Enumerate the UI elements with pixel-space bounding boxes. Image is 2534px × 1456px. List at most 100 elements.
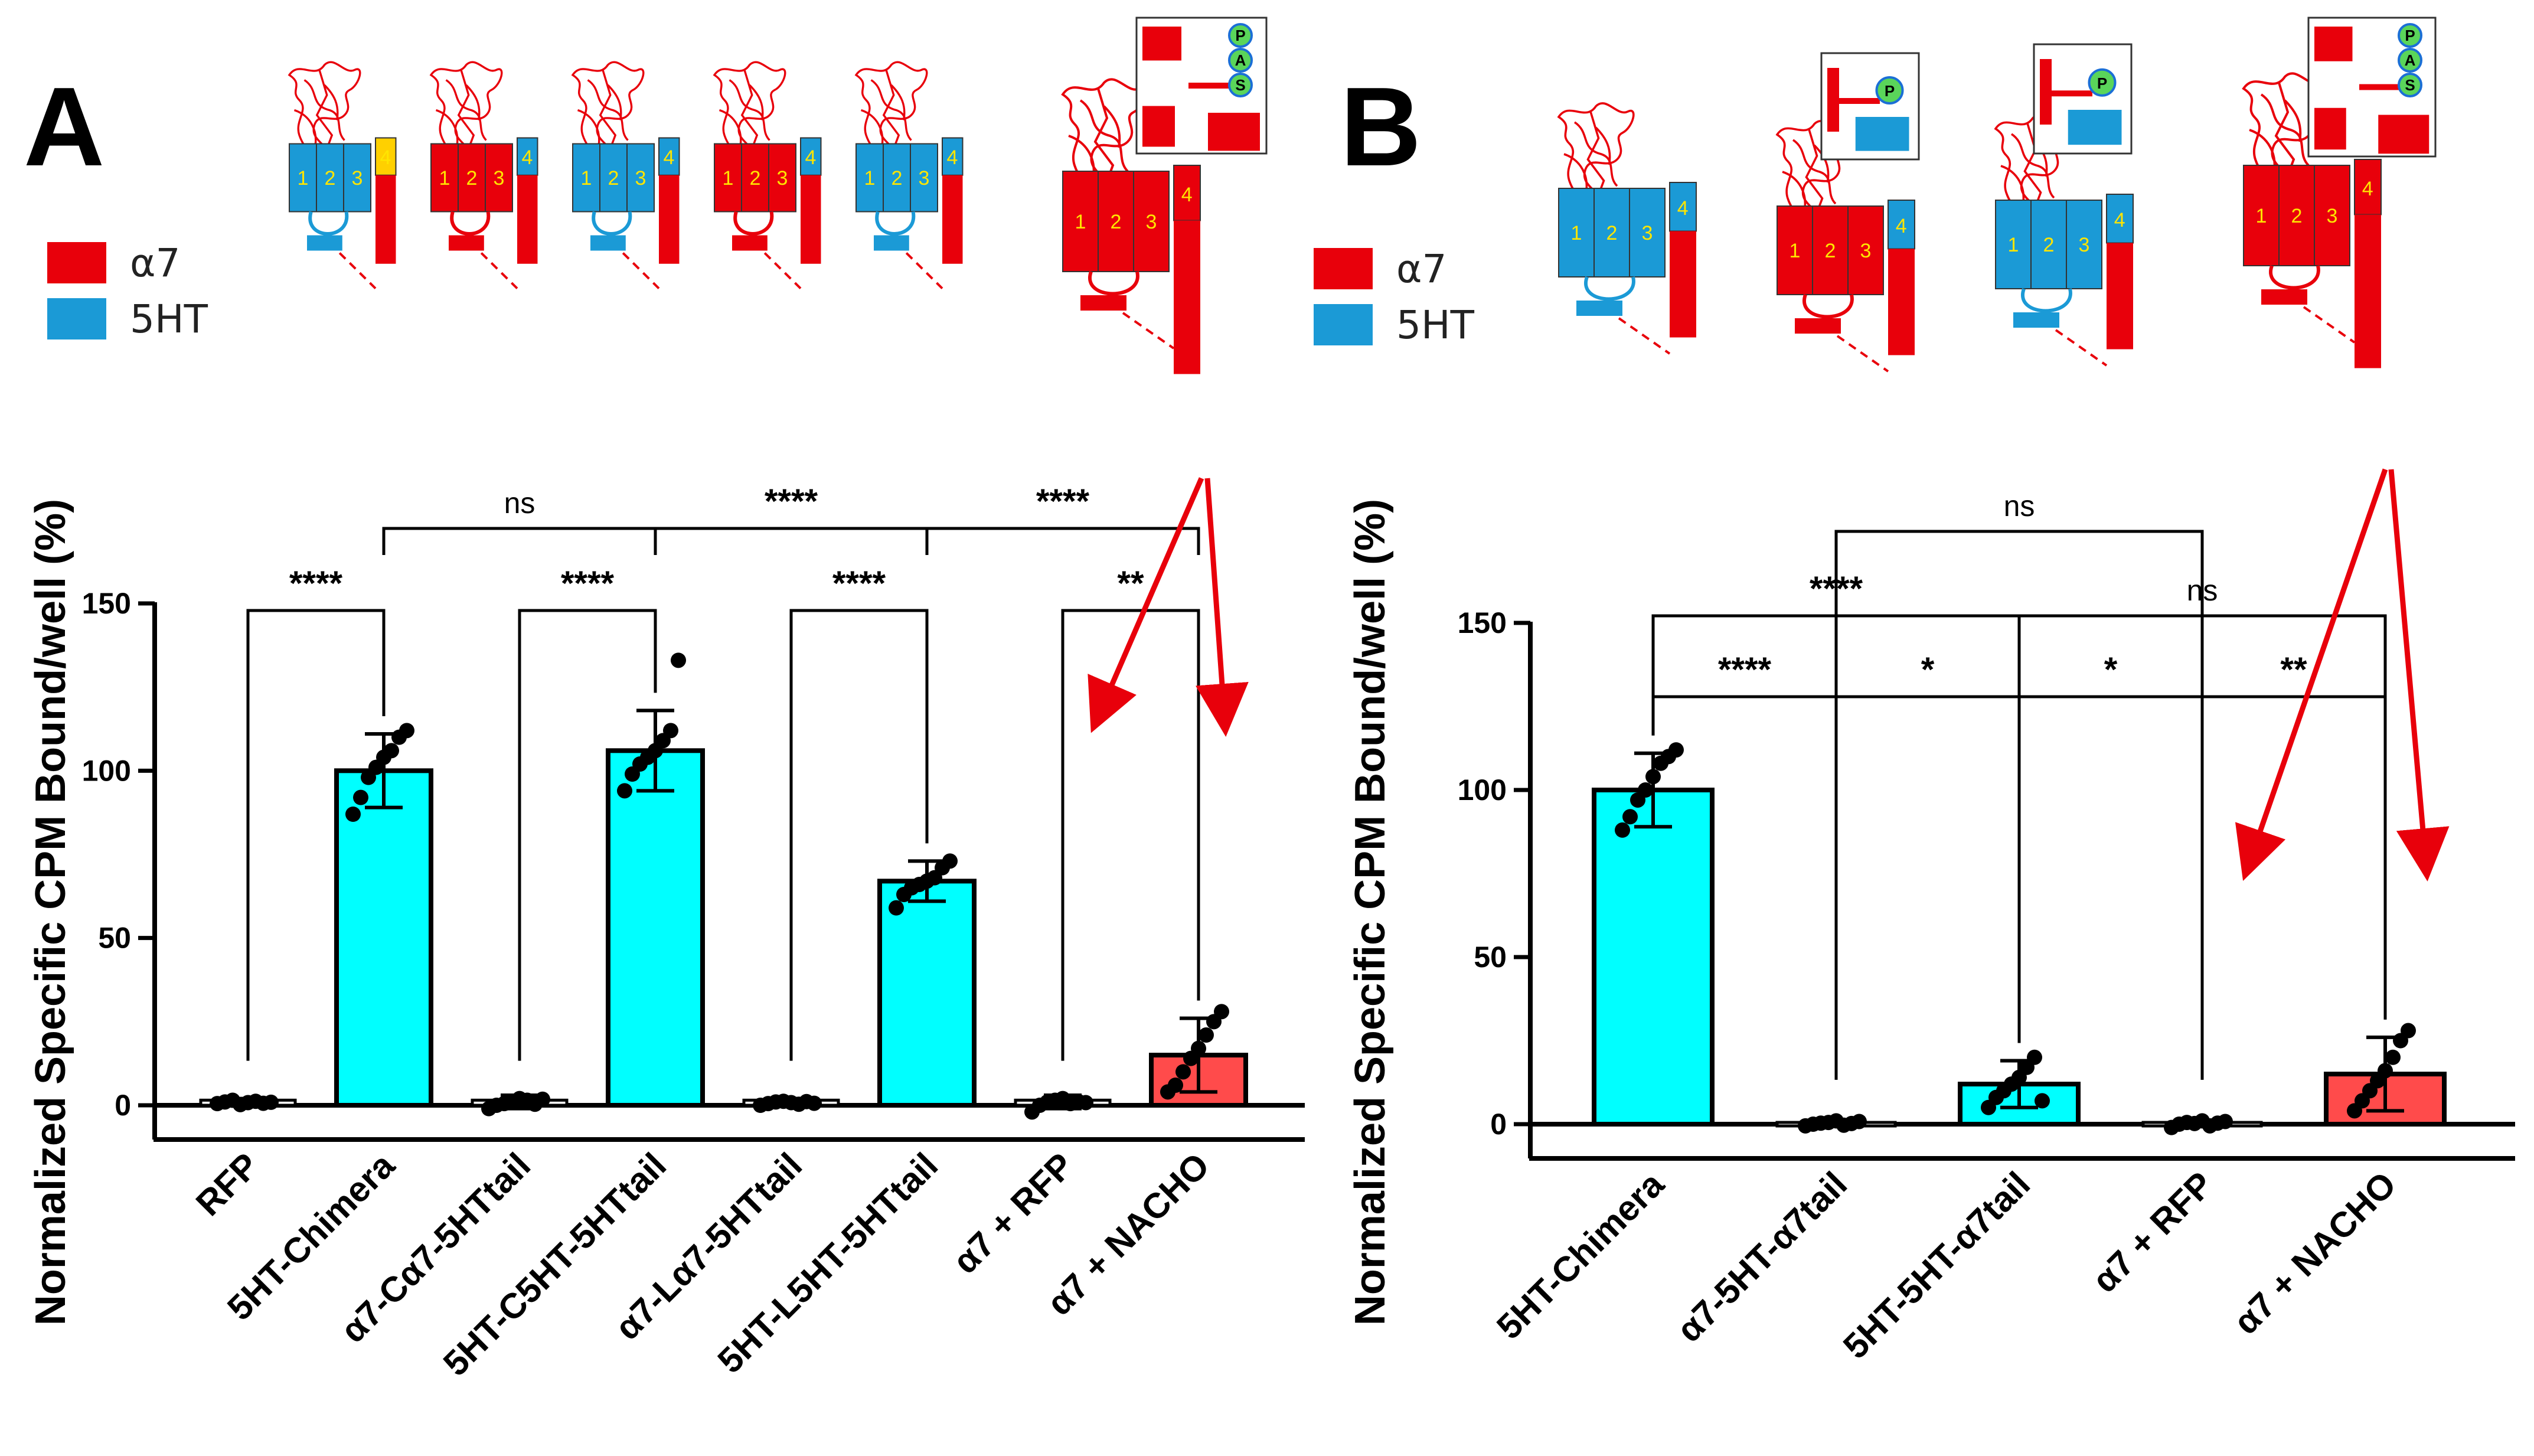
- dashed-connector: [2055, 329, 2108, 367]
- chart-a-data-point: [1191, 1040, 1206, 1056]
- chart-a-data-point: [617, 783, 632, 799]
- tm-helix: [343, 143, 371, 213]
- chart-b-significance-bracket: [2017, 695, 2204, 1080]
- chart-a-data-point: [1175, 1064, 1191, 1080]
- inset-block: [2314, 27, 2353, 61]
- chart-a-data-point: [399, 723, 414, 739]
- pas-circle: [2398, 48, 2422, 73]
- chart-a-bar: [334, 768, 433, 1108]
- arrow-a-to-nacho: [1195, 478, 1249, 737]
- pas-circle: [2398, 73, 2422, 97]
- chart-b-significance-label: *: [2104, 651, 2118, 689]
- tm-number: 3: [2327, 205, 2338, 227]
- tm-number: 1: [1571, 222, 1582, 244]
- chart-b-data-point: [2401, 1023, 2416, 1039]
- chart-a-significance-label: ns: [504, 487, 535, 520]
- tm-number: 1: [581, 167, 592, 190]
- intracellular-loop: [308, 211, 349, 236]
- chart-b-significance-bracket: [1834, 530, 2204, 697]
- inset-block: [2378, 115, 2429, 154]
- legend-a-alpha7-label: α7: [130, 240, 181, 286]
- tm-helix: [1133, 171, 1170, 272]
- pas-letter: A: [1235, 51, 1246, 69]
- intracellular-loop: [1802, 293, 1854, 319]
- protein-ribbon-icon: [288, 61, 361, 162]
- chart-a-ytick-label: 0: [115, 1089, 131, 1122]
- chart-a-data-point: [535, 1091, 550, 1107]
- pas-letter: P: [1235, 27, 1245, 44]
- tm-number: 4: [1181, 184, 1193, 206]
- protein-ribbon-icon: [1557, 102, 1635, 210]
- chart-b-category-label: α7-5HT-α7tail: [1669, 1164, 1854, 1350]
- tm-helix: [1777, 205, 1813, 295]
- chart-a-bar: [877, 879, 977, 1108]
- cytoplasmic-domain-inset: P: [2033, 43, 2133, 155]
- chart-a-data-point: [889, 900, 904, 916]
- dashed-connector: [1836, 335, 1889, 373]
- p-letter: P: [2097, 74, 2107, 92]
- panel-b-letter: B: [1340, 64, 1421, 190]
- tm4-tail: [1670, 231, 1696, 338]
- tm-number: 2: [1606, 222, 1618, 244]
- tm-helix: [316, 143, 344, 213]
- pas-circle: [2398, 23, 2422, 48]
- ma-helix: [590, 235, 626, 251]
- chart-a-category-label: RFP: [188, 1145, 266, 1223]
- tm-helix: [572, 143, 600, 213]
- tm4-tail: [801, 175, 821, 264]
- dashed-connector: [1618, 317, 1671, 355]
- dashed-connector: [622, 252, 660, 289]
- tm-helix: [910, 143, 938, 213]
- chart-b-bar: [1592, 788, 1715, 1127]
- intracellular-loop: [875, 211, 916, 236]
- tm-number: 2: [750, 167, 761, 190]
- chart-a-significance-bracket: [789, 609, 929, 1061]
- chart-b-data-point: [1668, 742, 1684, 758]
- tm-number: 4: [805, 146, 817, 169]
- dashed-connector: [2303, 306, 2356, 344]
- chart-b-ytick-label: 150: [1458, 606, 1507, 639]
- intracellular-loop: [592, 211, 632, 236]
- chart-a-significance-bracket: [1061, 609, 1200, 1061]
- inset-block: [2314, 107, 2346, 150]
- p-circle: [2088, 68, 2117, 97]
- chart-b-data-point: [1615, 822, 1630, 838]
- chart-a-data-point: [1168, 1078, 1183, 1093]
- tm-number: 4: [1896, 215, 1907, 237]
- legend-a-5ht-label: 5HT: [130, 296, 208, 342]
- chart-a-data-point: [1078, 1095, 1093, 1111]
- chart-b-data-point: [2035, 1093, 2050, 1109]
- p-letter: P: [1885, 82, 1895, 100]
- tm-helix: [2030, 200, 2067, 289]
- dashed-connector: [763, 252, 802, 289]
- chart-a-data-point: [942, 853, 958, 869]
- chart-b-significance-bracket: [1834, 695, 2021, 1080]
- tm-number: 1: [1790, 240, 1801, 262]
- tm-helix: [2066, 200, 2102, 289]
- chart-a-significance-label: ****: [561, 564, 615, 603]
- legend-b-alpha7-label: α7: [1396, 246, 1447, 292]
- tm-helix: [1629, 188, 1666, 278]
- y-axis-title-a: Normalized Specific CPM Bound/well (%): [27, 499, 74, 1326]
- tm-number: 2: [2291, 205, 2303, 227]
- chart-b-significance-label: ****: [1718, 651, 1772, 689]
- tm-number: 3: [1860, 240, 1872, 262]
- legend-a-5ht-swatch: [47, 298, 106, 339]
- cytoplasmic-domain-inset: PAS: [1135, 17, 1268, 155]
- pas-circle: [1228, 73, 1253, 97]
- tm-helix: [714, 143, 742, 213]
- tm4-helix: [2106, 194, 2134, 244]
- p-circle: [1875, 76, 1904, 105]
- annotation-arrows: [1088, 468, 2450, 882]
- tm-number: 3: [2079, 234, 2090, 256]
- intracellular-loop: [1088, 270, 1139, 296]
- tm-number: 2: [1111, 211, 1122, 233]
- chart-a-data-point: [806, 1095, 822, 1111]
- dashed-connector: [905, 252, 943, 289]
